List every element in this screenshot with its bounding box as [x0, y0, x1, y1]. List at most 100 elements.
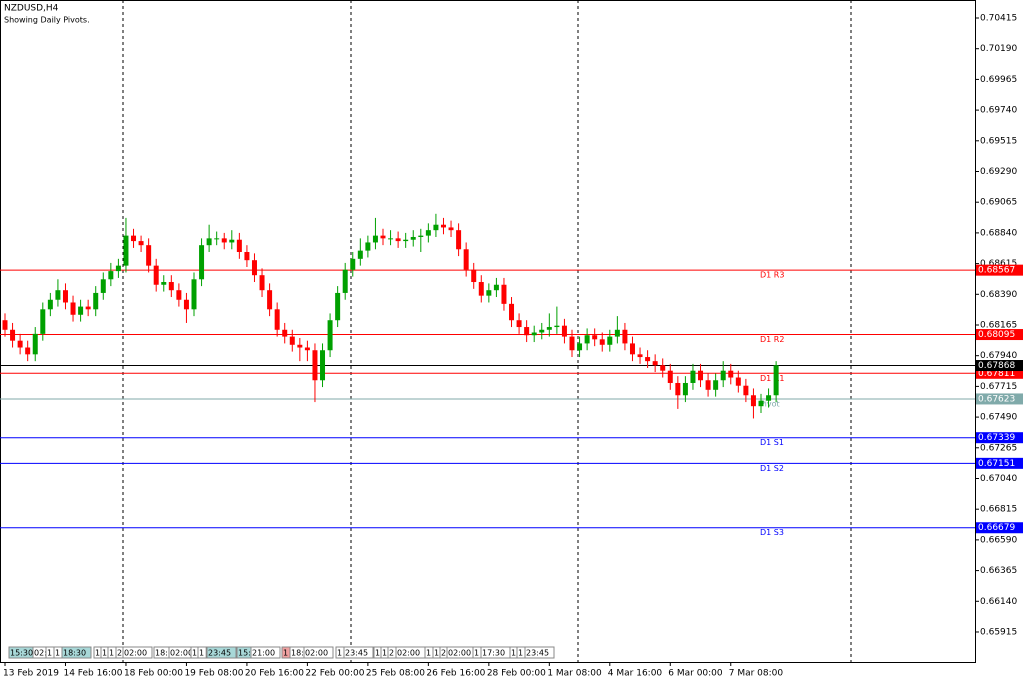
- candle-body: [47, 299, 53, 310]
- candle-body: [320, 350, 326, 381]
- pivot-level-box: [976, 432, 1023, 444]
- candle-body: [743, 385, 749, 396]
- current-price-box: [976, 360, 1023, 372]
- candle-body: [720, 370, 726, 381]
- candle-body: [637, 354, 643, 358]
- candle-body: [161, 282, 167, 285]
- y-tick-label: 0.68615: [980, 259, 1017, 269]
- candle-body: [274, 309, 280, 330]
- candle-body: [607, 336, 613, 345]
- chart-subtitle: Showing Daily Pivots.: [4, 16, 90, 25]
- candle-body: [146, 245, 152, 266]
- session-label: 17:30: [482, 649, 505, 658]
- candle-body: [554, 325, 560, 328]
- session-box: [206, 646, 237, 659]
- candle-body: [698, 370, 704, 381]
- y-tick-label: 0.67490: [980, 413, 1017, 423]
- candle-body: [561, 325, 567, 337]
- y-tick-label: 0.69965: [980, 75, 1017, 85]
- candle-body: [682, 382, 688, 396]
- candle-body: [629, 343, 635, 355]
- session-label: 1: [55, 649, 60, 658]
- candle-body: [569, 336, 575, 351]
- candle-body: [108, 271, 114, 280]
- candle-body: [153, 265, 159, 285]
- x-tick-label: 26 Feb 16:00: [426, 669, 485, 679]
- candle-body: [32, 333, 38, 355]
- candle-body: [62, 290, 68, 303]
- session-label: 1: [434, 649, 439, 658]
- session-box: [197, 646, 207, 659]
- x-tick-label: 6 Mar 00:00: [668, 669, 723, 679]
- candle-body: [478, 282, 484, 296]
- y-tick-label: 0.67265: [980, 443, 1017, 453]
- x-tick-label: 1 Mar 08:00: [547, 669, 602, 679]
- candle-body: [524, 327, 530, 336]
- candle-body: [312, 350, 318, 381]
- candle-body: [509, 303, 515, 321]
- candle-body: [55, 290, 61, 300]
- pivot-level-name: D1 S3: [760, 528, 784, 537]
- x-tick-label: 13 Feb 2019: [3, 669, 59, 679]
- y-tick-label: 0.68165: [980, 320, 1017, 330]
- y-tick-label: 0.69065: [980, 198, 1017, 208]
- candle-body: [425, 230, 431, 236]
- candle-body: [713, 380, 719, 390]
- y-tick-label: 0.69740: [980, 106, 1017, 116]
- session-label: 1: [511, 649, 516, 658]
- candle-body: [229, 239, 235, 243]
- pivot-level-name: D1 R3: [760, 271, 784, 280]
- session-box: [343, 646, 374, 659]
- session-label: 02:00: [305, 649, 328, 658]
- x-tick-label: 18 Feb 00:00: [124, 669, 183, 679]
- pivot-level-box: [976, 367, 1023, 379]
- candle-body: [388, 238, 394, 240]
- pivot-level-value: 0.67151: [978, 459, 1015, 469]
- candle-body: [614, 329, 620, 337]
- pivot-level-box: [976, 522, 1023, 534]
- y-tick-label: 0.70190: [980, 44, 1017, 54]
- pivot-level-value: 0.67339: [978, 433, 1015, 443]
- pivot-level-name: D1 R2: [760, 335, 784, 344]
- session-box: [524, 646, 555, 659]
- y-tick-label: 0.67040: [980, 474, 1017, 484]
- x-tick-label: 7 Mar 08:00: [729, 669, 784, 679]
- chart-title: NZDUSD,H4: [4, 4, 59, 14]
- session-label: 1: [426, 649, 431, 658]
- session-label: 1: [199, 649, 204, 658]
- y-tick-label: 0.69515: [980, 136, 1017, 146]
- candle-body: [304, 347, 310, 351]
- session-label: 1: [474, 649, 479, 658]
- y-tick-label: 0.66815: [980, 505, 1017, 515]
- candle-body: [652, 361, 658, 366]
- pivot-level-box: [976, 264, 1023, 276]
- candle-body: [440, 224, 446, 228]
- candle-body: [236, 239, 242, 253]
- candle-body: [365, 242, 371, 251]
- candle-body: [599, 339, 605, 345]
- y-tick-label: 0.70415: [980, 14, 1017, 24]
- candle-body: [750, 395, 756, 407]
- session-box: [61, 646, 92, 659]
- pivot-level-box: [976, 329, 1023, 341]
- session-label: 2: [117, 649, 122, 658]
- session-label: 1: [283, 649, 288, 658]
- candle-body: [675, 382, 681, 396]
- candle-body: [70, 302, 76, 315]
- candle-body: [244, 252, 250, 261]
- session-box: [250, 646, 281, 659]
- candle-body: [168, 282, 174, 291]
- candle-body: [289, 336, 295, 345]
- candle-body: [433, 224, 439, 231]
- candle-body: [766, 395, 772, 401]
- y-tick-label: 0.65915: [980, 627, 1017, 637]
- x-tick-label: 19 Feb 08:00: [184, 669, 243, 679]
- pivot-level-name: D1 R1: [760, 374, 784, 383]
- candle-body: [357, 250, 363, 259]
- y-tick-label: 0.68390: [980, 290, 1017, 300]
- session-label: 1: [109, 649, 114, 658]
- candle-body: [403, 239, 409, 242]
- session-label: 1: [382, 649, 387, 658]
